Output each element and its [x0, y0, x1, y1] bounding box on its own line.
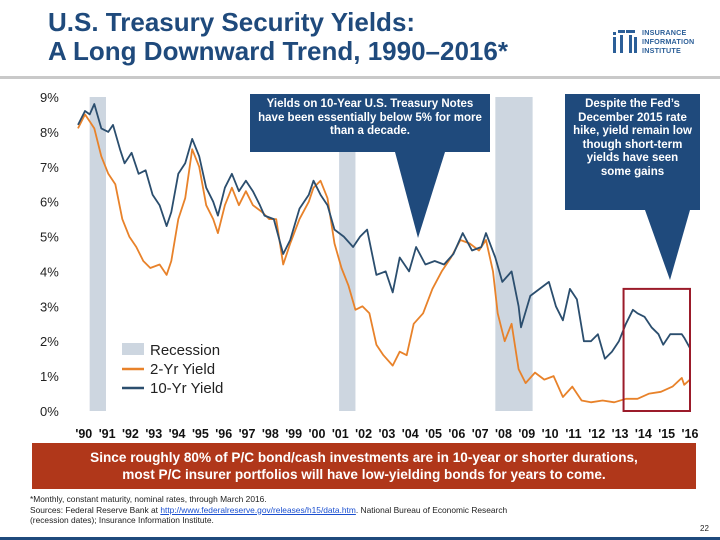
y-tick-label: 0%: [40, 404, 59, 419]
x-tick-label: '14: [635, 427, 652, 441]
source-suffix: . National Bureau of Economic Research: [355, 504, 508, 515]
y-tick-label: 5%: [40, 230, 59, 245]
title-line-2: A Long Downward Trend, 1990–2016*: [48, 36, 508, 66]
footnote-source-line-2: (recession dates); Insurance Information…: [30, 515, 214, 525]
y-tick-label: 8%: [40, 125, 59, 140]
y-tick-label: 4%: [40, 264, 59, 279]
x-tick-label: '00: [309, 427, 326, 441]
slide-title: U.S. Treasury Security Yields: A Long Do…: [48, 8, 588, 66]
x-tick-label: '09: [518, 427, 535, 441]
x-tick-label: '96: [215, 427, 232, 441]
iii-logo-mark-icon: [613, 30, 637, 53]
x-tick-label: '15: [658, 427, 675, 441]
banner-line-2: most P/C insurer portfolios will have lo…: [122, 467, 606, 482]
x-tick-label: '07: [472, 427, 489, 441]
logo-line-2: INFORMATION: [642, 36, 695, 46]
y-tick-label: 9%: [40, 90, 59, 105]
legend-label: Recession: [150, 342, 220, 359]
title-line-1: U.S. Treasury Security Yields:: [48, 7, 416, 37]
callout-fed-hike: Despite the Fed’s December 2015 rate hik…: [565, 94, 700, 210]
recession-band-3: [495, 97, 533, 411]
y-tick-label: 1%: [40, 369, 59, 384]
y-tick-label: 2%: [40, 334, 59, 349]
x-tick-label: '91: [99, 427, 116, 441]
x-tick-label: '97: [239, 427, 256, 441]
callout-10yr-note: Yields on 10-Year U.S. Treasury Notes ha…: [250, 94, 490, 152]
x-tick-label: '05: [425, 427, 442, 441]
x-tick-label: '93: [145, 427, 162, 441]
logo-line-1: INSURANCE: [642, 28, 687, 37]
x-tick-label: '95: [192, 427, 209, 441]
y-tick-label: 7%: [40, 160, 59, 175]
x-tick-label: '12: [588, 427, 605, 441]
x-tick-label: '06: [448, 427, 465, 441]
footnote-note: *Monthly, constant maturity, nominal rat…: [30, 494, 267, 504]
x-tick-label: '10: [542, 427, 559, 441]
logo-wordmark: INSURANCE INFORMATION INSTITUTE: [642, 28, 712, 55]
highlight-box: [622, 287, 691, 412]
x-tick-label: '11: [565, 427, 581, 441]
x-tick-label: '16: [682, 427, 699, 441]
x-tick-label: '08: [495, 427, 512, 441]
source-prefix: Sources: Federal Reserve Bank at: [30, 504, 161, 515]
x-tick-label: '13: [612, 427, 629, 441]
logo-line-3: INSTITUTE: [642, 45, 681, 55]
x-tick-label: '04: [402, 427, 419, 441]
callout-pointer-right: [645, 210, 690, 280]
yield-chart: 0% 1% 2% 3% 4% 5% 6% 7% 8% 9% '90 '91 '92 '93 '94 '95 '9…: [40, 90, 699, 441]
banner-line-1: Since roughly 80% of P/C bond/cash inves…: [90, 450, 638, 465]
footnote-source: Sources: Federal Reserve Bank at http://…: [30, 505, 670, 516]
x-tick-label: '03: [378, 427, 395, 441]
x-tick-label: '94: [169, 427, 186, 441]
iii-logo: INSURANCE INFORMATION INSTITUTE: [612, 28, 712, 58]
recession-band-2: [339, 97, 356, 411]
x-tick-label: '99: [285, 427, 302, 441]
series-line-2yr: [77, 113, 691, 404]
legend-swatch-recession: [122, 343, 144, 355]
title-divider: [0, 76, 720, 79]
series-line-10yr: [77, 103, 691, 360]
footnote: *Monthly, constant maturity, nominal rat…: [30, 494, 670, 526]
takeaway-banner: Since roughly 80% of P/C bond/cash inves…: [32, 443, 696, 489]
x-tick-label: '98: [262, 427, 279, 441]
bottom-divider: [0, 537, 720, 540]
callout-pointer-left: [395, 152, 445, 238]
page-number: 22: [700, 524, 709, 533]
y-tick-label: 3%: [40, 299, 59, 314]
legend-label: 10-Yr Yield: [150, 380, 223, 397]
x-tick-label: '90: [75, 427, 92, 441]
legend-label: 2-Yr Yield: [150, 361, 215, 378]
x-tick-label: '02: [355, 427, 372, 441]
y-tick-label: 6%: [40, 195, 59, 210]
x-tick-label: '01: [332, 427, 349, 441]
recession-band-1: [89, 97, 106, 411]
source-link[interactable]: http://www.federalreserve.gov/releases/h…: [160, 504, 356, 515]
x-tick-label: '92: [122, 427, 139, 441]
